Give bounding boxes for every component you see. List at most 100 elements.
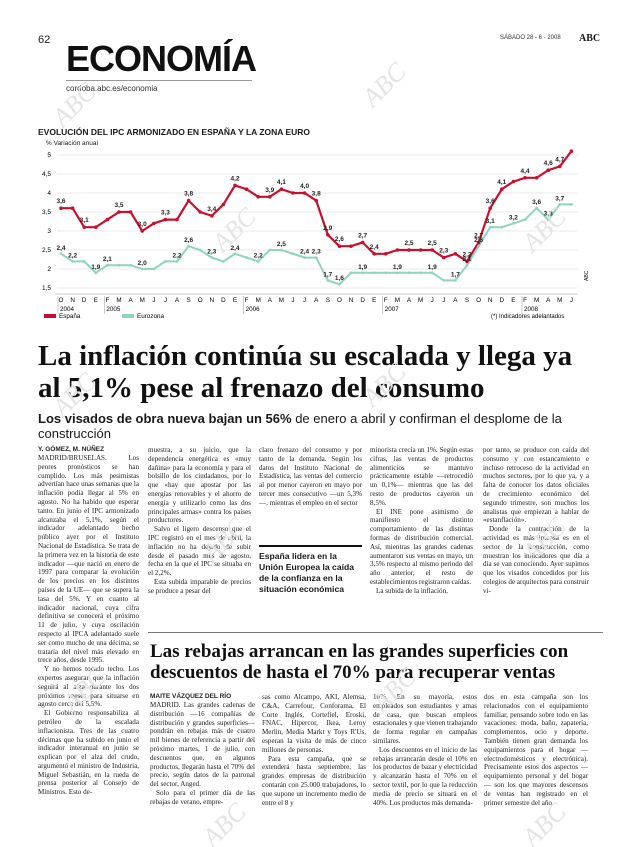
year-label: 2004 xyxy=(60,306,75,313)
data-label: 3,2 xyxy=(509,214,518,221)
data-point xyxy=(546,218,550,221)
data-point xyxy=(280,248,283,252)
main-paragraph: muestra, a su juicio, que la dependencia… xyxy=(148,446,251,525)
data-point xyxy=(407,248,411,252)
data-label: 3,4 xyxy=(207,206,216,213)
main-paragraph: claro frenazo del consumo y por tanto de… xyxy=(259,446,362,507)
legend-swatch xyxy=(122,314,134,318)
chart-source: ABC xyxy=(584,270,590,281)
x-tick-label: E xyxy=(233,297,237,304)
data-point xyxy=(488,206,493,210)
data-label: 2,6 xyxy=(184,237,193,244)
y-tick-label: 4,5 xyxy=(42,171,51,178)
data-label: 2,5 xyxy=(428,240,437,247)
data-point xyxy=(326,233,330,237)
data-label: 2,4 xyxy=(56,245,65,252)
main-paragraph: Y no hemos tocado techo. Los expertos as… xyxy=(38,665,139,709)
data-point xyxy=(210,256,214,259)
x-tick-label: N xyxy=(70,297,75,304)
subheadline-rest: de enero a abril y confirman el desplome… xyxy=(38,411,562,441)
data-point xyxy=(384,271,388,275)
data-point xyxy=(222,260,225,263)
data-point xyxy=(407,271,411,275)
data-point xyxy=(82,260,86,263)
data-point xyxy=(372,271,376,275)
brand-logo: ABC xyxy=(579,33,601,44)
data-point xyxy=(94,225,98,229)
data-label: 1,6 xyxy=(335,275,344,282)
data-label: 3,8 xyxy=(184,191,193,198)
main-paragraph: Esta subida imparable de precios se prod… xyxy=(148,577,251,595)
data-point xyxy=(465,259,469,264)
data-point xyxy=(152,221,156,226)
data-point xyxy=(419,271,422,275)
x-tick-label: J xyxy=(291,297,294,304)
x-tick-label: A xyxy=(268,297,273,304)
chart-footnote: (*) Indicadores adelantados xyxy=(491,314,564,320)
section-url[interactable]: cordoba.abc.es/economia xyxy=(66,84,158,93)
data-label: 2,7 xyxy=(358,232,367,239)
x-tick-label: A xyxy=(314,297,319,304)
data-label: 4,1 xyxy=(497,179,506,186)
data-point xyxy=(245,256,249,259)
data-point xyxy=(106,263,109,267)
second-paragraph: Solo para el primer día de las rebajas d… xyxy=(150,788,255,806)
data-point xyxy=(430,271,434,275)
data-point xyxy=(233,252,237,256)
x-tick-label: N xyxy=(210,297,215,304)
data-point xyxy=(523,218,527,221)
x-tick-label: O xyxy=(198,297,203,304)
data-point xyxy=(558,164,562,169)
second-column-3: 10%. En su mayoría, estos empleados son … xyxy=(373,693,477,807)
main-column-3: claro frenazo del consumo y por tanto de… xyxy=(259,446,362,508)
data-point xyxy=(534,176,539,180)
data-point xyxy=(303,256,306,259)
data-label: 3,7 xyxy=(555,195,564,202)
data-point xyxy=(512,222,515,225)
data-label: 2,3 xyxy=(207,249,216,256)
x-tick-label: A xyxy=(407,297,412,304)
x-tick-label: D xyxy=(500,297,505,304)
data-label: 2,7 xyxy=(474,232,483,239)
chart-legend: España Eurozona (*) Indicadores adelantado… xyxy=(44,270,590,320)
data-point xyxy=(244,187,249,191)
x-tick-label: J xyxy=(442,297,445,304)
data-label: 1,7 xyxy=(323,271,332,278)
data-point xyxy=(546,168,550,172)
x-tick-label: J xyxy=(570,297,573,304)
main-byline: Y. GÓMEZ, M. NÚÑEZ xyxy=(38,446,105,453)
data-point xyxy=(442,255,446,260)
legend-label: Eurozona xyxy=(137,313,164,320)
data-point xyxy=(187,244,191,248)
data-point xyxy=(361,271,364,275)
data-point xyxy=(442,279,446,282)
data-label: 2,2 xyxy=(462,251,471,258)
main-column-1: Y. GÓMEZ, M. NÚÑEZ MADRID/BRUSELAS. Los … xyxy=(38,446,139,797)
data-point xyxy=(186,198,191,203)
data-point xyxy=(488,225,492,229)
data-point xyxy=(430,248,435,252)
data-point xyxy=(384,252,388,256)
y-tick-label: 2 xyxy=(47,266,51,273)
data-label: 2,1 xyxy=(462,256,471,263)
section-title: ECONOMÍA xyxy=(66,38,257,79)
main-column-2: muestra, a su juicio, que la dependencia… xyxy=(148,446,251,596)
data-point xyxy=(314,256,318,259)
section-divider xyxy=(148,632,603,633)
x-tick-label: J xyxy=(164,297,167,304)
chart-grid xyxy=(57,154,578,289)
year-label: 2007 xyxy=(385,306,400,313)
data-label: 3,6 xyxy=(532,199,541,206)
x-tick-label: S xyxy=(186,297,190,304)
x-tick-label: J xyxy=(303,297,306,304)
data-point xyxy=(395,248,400,252)
data-point xyxy=(396,271,399,275)
data-label: 2,0 xyxy=(138,260,147,267)
main-paragraph: por tanto, se produce con caída del cons… xyxy=(483,446,589,525)
section-divider xyxy=(66,80,252,81)
data-point xyxy=(465,263,469,267)
watermark: ABC xyxy=(356,57,412,113)
legend-label: España xyxy=(59,313,81,320)
data-point xyxy=(291,252,295,256)
